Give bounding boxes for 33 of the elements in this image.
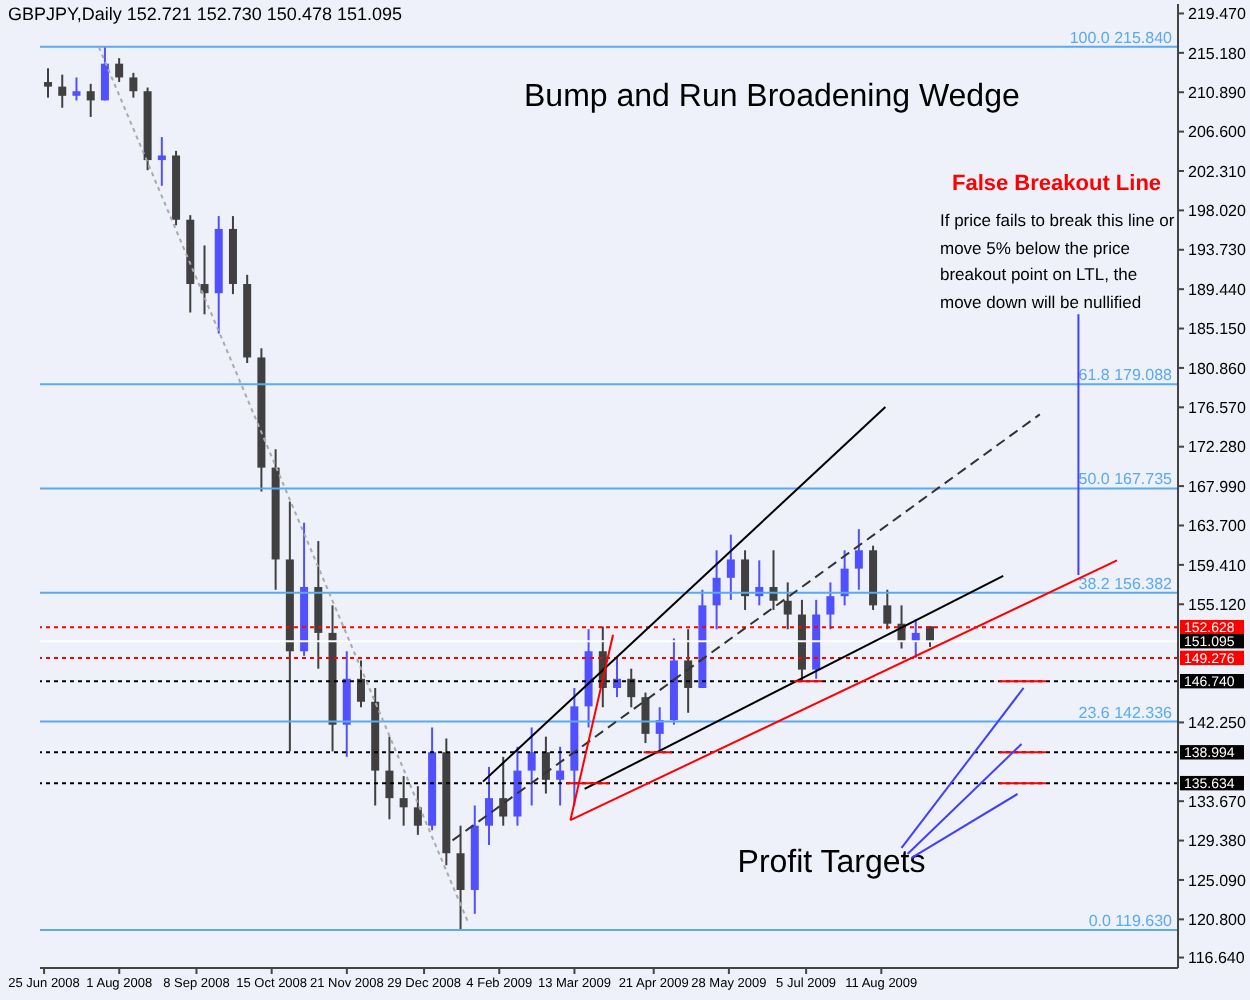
y-tick-label: 193.730 [1188, 241, 1247, 260]
y-tick-label: 219.470 [1188, 5, 1247, 24]
annotation: False Breakout Line [952, 172, 1162, 196]
y-tick-label: 210.890 [1188, 83, 1247, 102]
y-tick-label: 163.700 [1188, 517, 1247, 536]
y-tick-label: 176.570 [1188, 399, 1247, 417]
y-tick-label: 185.150 [1188, 320, 1247, 339]
ref-line-label: 100.0 215.840 [1069, 28, 1174, 47]
annotation: Profit Targets [737, 845, 926, 880]
y-tick-label: 159.410 [1188, 556, 1247, 575]
y-tick-label: 125.090 [1188, 871, 1247, 890]
y-tick-label: 198.020 [1188, 202, 1247, 221]
y-tick-label: 133.670 [1188, 792, 1247, 811]
ref-line-label: 50.0 167.735 [1078, 470, 1174, 489]
text: Bump and Run Broadening Wedge [524, 80, 1020, 116]
y-tick-label: 120.800 [1188, 911, 1247, 930]
y-tick-label: 180.860 [1188, 359, 1247, 378]
y-tick-label: 116.640 [1188, 949, 1246, 968]
y-tick-label: 155.120 [1188, 595, 1247, 614]
annotation: If price fails to break this line or move 5% below the price breakout point on LTL, the move down will be nullified [940, 208, 1176, 315]
y-tick-label: 189.440 [1188, 280, 1247, 299]
ref-line-label: 0.0 119.630 [1088, 912, 1174, 931]
y-tick-label: 129.380 [1188, 832, 1247, 851]
y-tick-label: 167.990 [1188, 477, 1247, 496]
y-tick-label: 202.310 [1188, 162, 1247, 181]
y-tick-label: 142.250 [1188, 714, 1247, 733]
annotation: GBPJPY,Daily 152.721 152.730 150.478 151.095 [8, 4, 402, 24]
y-tick-label: 206.600 [1188, 123, 1247, 142]
ref-line-label: 61.8 179.088 [1078, 366, 1174, 385]
y-tick-label: 215.180 [1188, 44, 1247, 63]
ref-line-label: 23.6 142.336 [1078, 703, 1174, 722]
y-tick-label: 172.280 [1188, 438, 1247, 457]
ref-line-label: 38.2 156.382 [1078, 574, 1174, 593]
